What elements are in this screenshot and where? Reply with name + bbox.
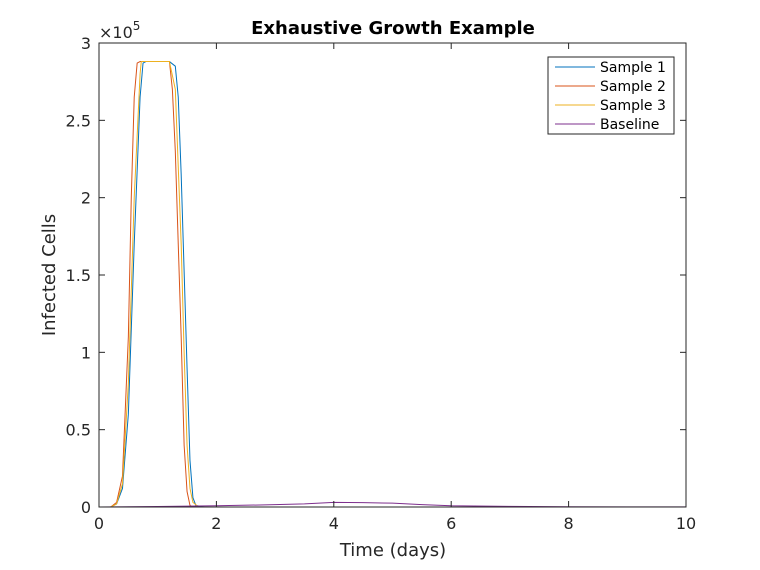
y-tick-label: 1.5 [66,266,91,285]
legend-entry-label: Sample 2 [600,79,666,95]
x-tick-label: 0 [94,514,104,533]
x-axis-label: Time (days) [339,540,446,561]
chart-title: Exhaustive Growth Example [251,18,535,39]
legend-entry-label: Sample 3 [600,98,666,114]
x-tick-label: 10 [676,514,696,533]
y-tick-label: 0.5 [66,421,91,440]
y-axis-exponent: ×105 [99,19,140,42]
x-tick-label: 6 [446,514,456,533]
y-tick-label: 1 [81,343,91,362]
plot-area: 0 2 4 6 8 10 0 0.5 1 1.5 2 2.5 3 Sample 1 Sample 2 Samp… [66,34,697,533]
y-tick-label: 2.5 [66,111,91,130]
legend-box [547,56,675,135]
legend-entry-label: Sample 1 [600,60,666,76]
x-tick-label: 4 [329,514,339,533]
legend-entry-label: Baseline [600,117,659,133]
y-tick-label: 2 [81,189,91,208]
x-tick-label: 8 [564,514,574,533]
y-axis-label: Infected Cells [39,214,60,336]
y-tick-label: 0 [81,498,91,517]
x-tick-label: 2 [211,514,221,533]
y-tick-label: 3 [81,34,91,53]
